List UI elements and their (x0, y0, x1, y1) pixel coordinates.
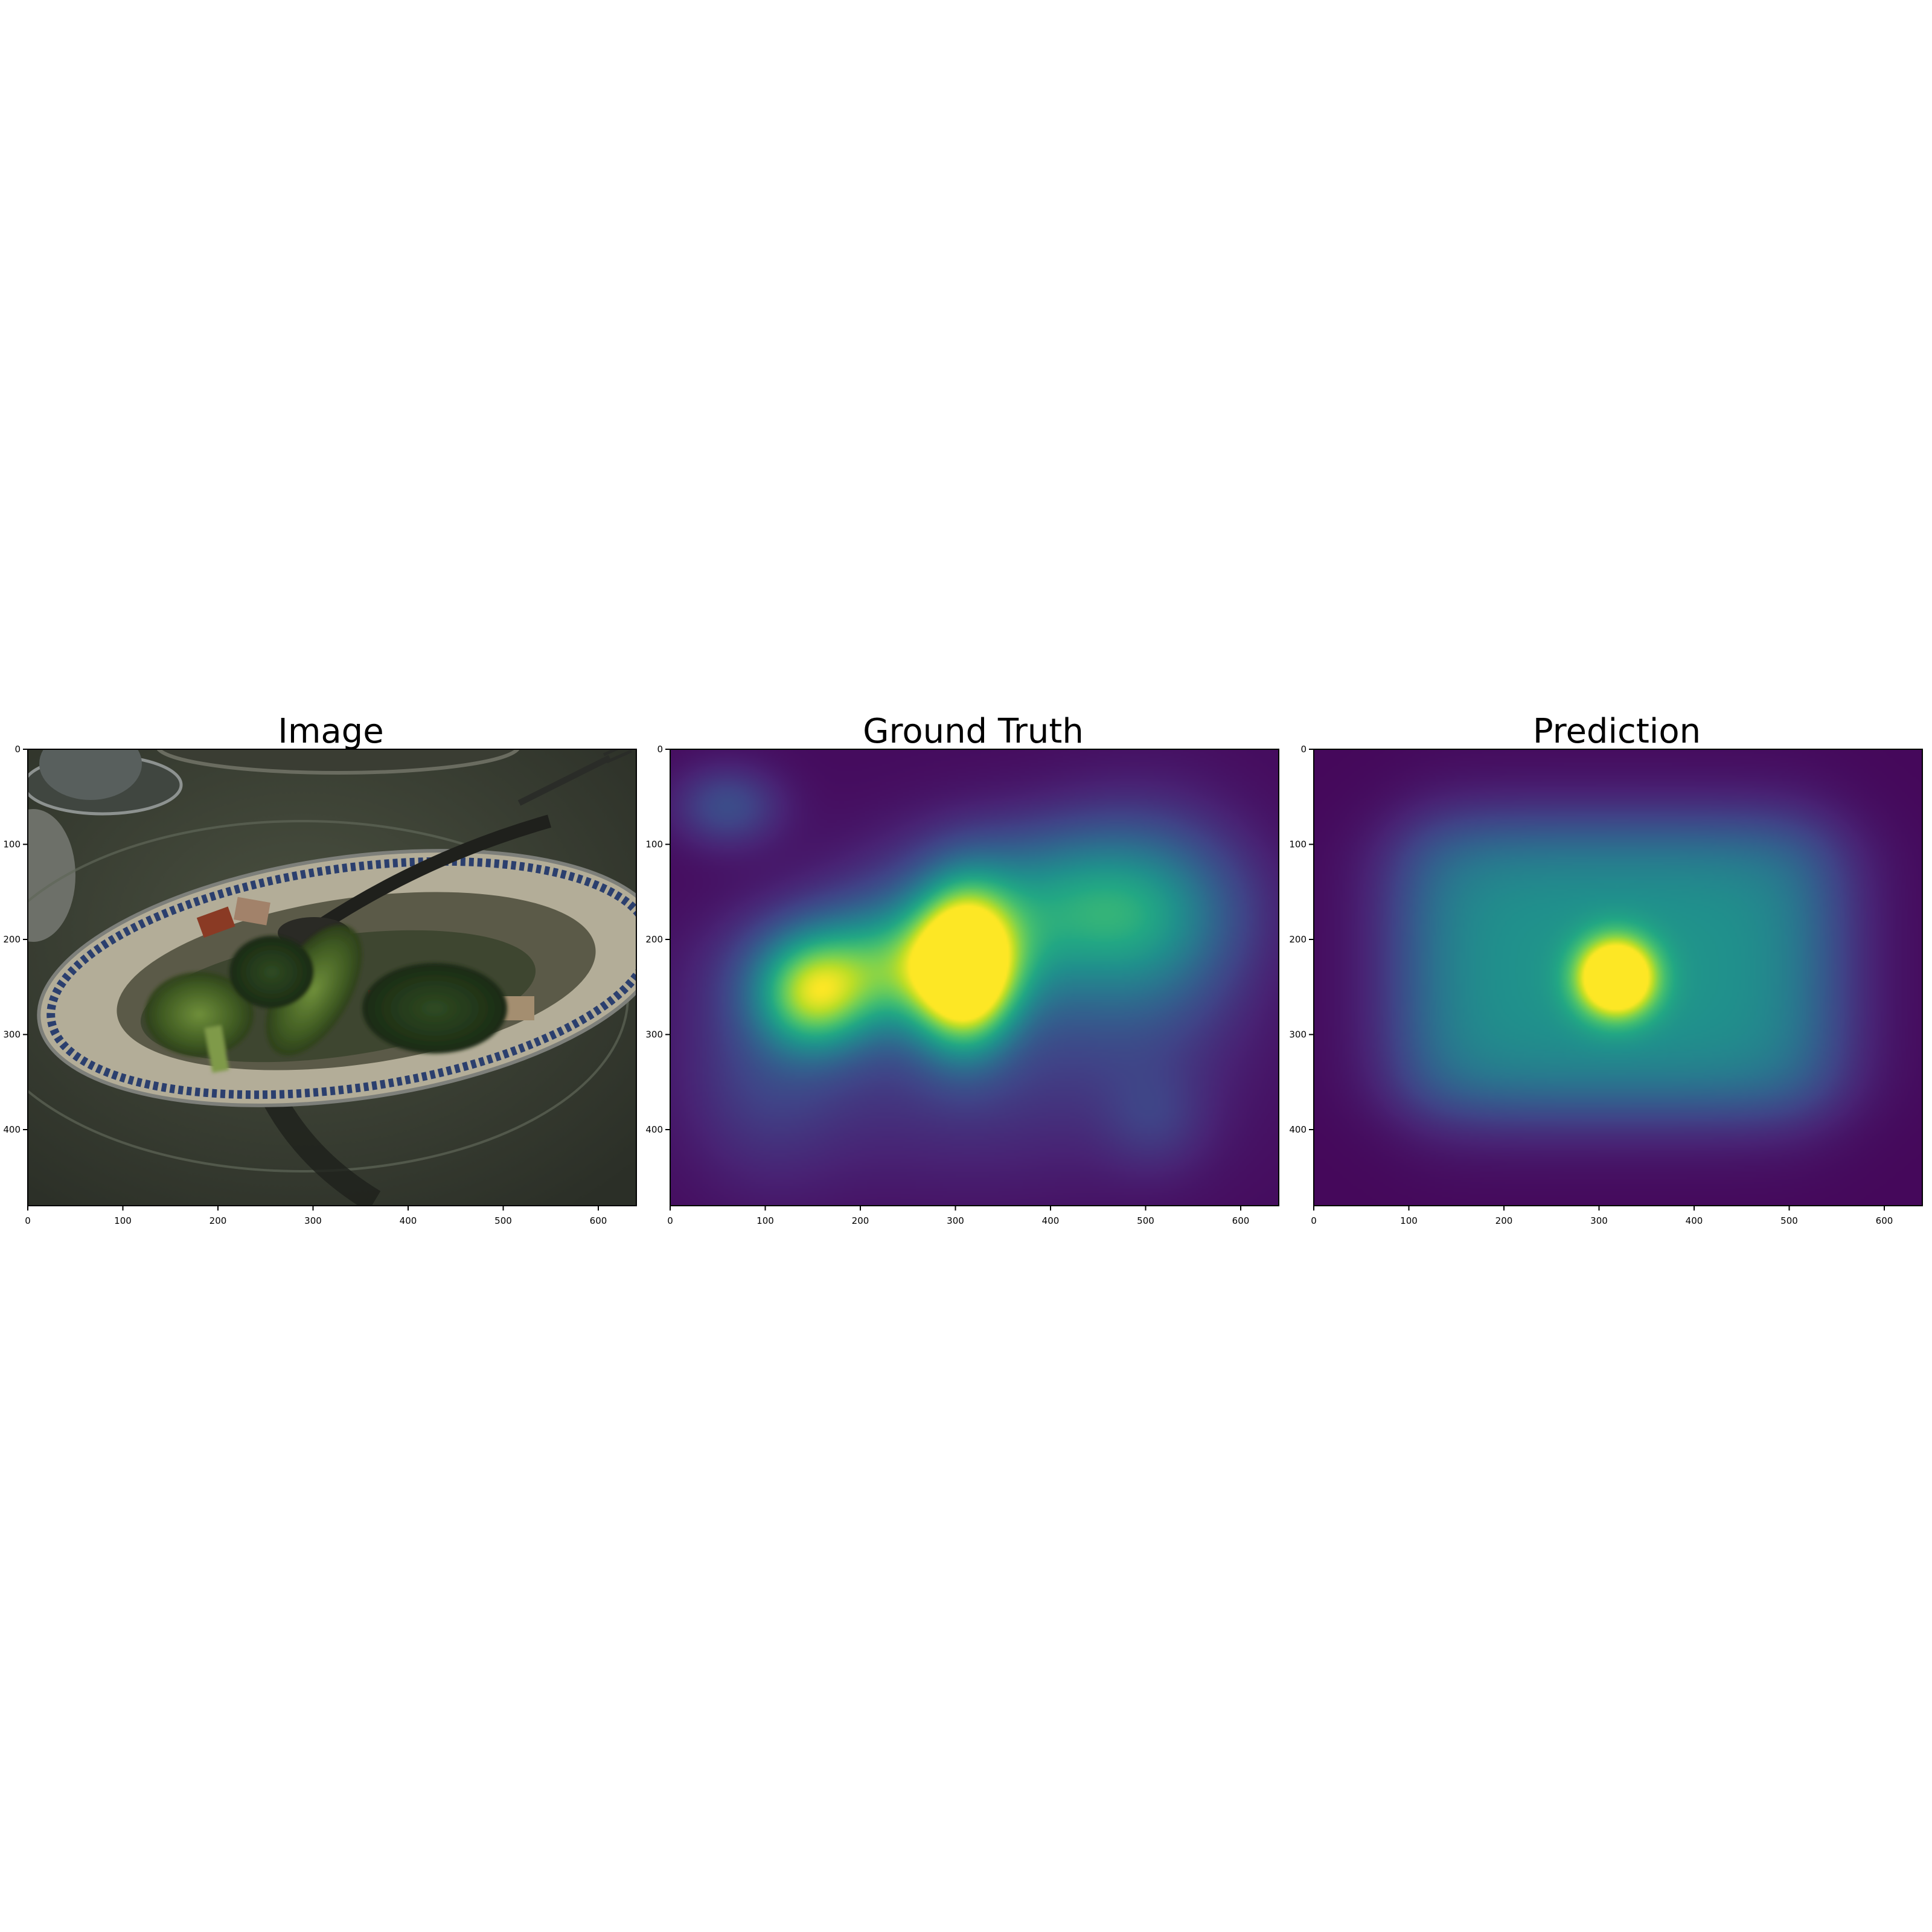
y-tick-label: 400 (645, 1124, 663, 1135)
x-tick-label: 0 (1311, 1215, 1317, 1226)
x-tick-label: 0 (667, 1215, 673, 1226)
x-tick-label: 600 (1876, 1215, 1893, 1226)
x-tick-label: 400 (1042, 1215, 1060, 1226)
x-tick-label: 100 (756, 1215, 774, 1226)
x-tick-label: 200 (210, 1215, 227, 1226)
y-tick-label: 300 (645, 1029, 663, 1040)
panel-title: Image (278, 712, 383, 751)
x-tick-label: 600 (590, 1215, 607, 1226)
photo (28, 749, 636, 1206)
x-tick-label: 300 (304, 1215, 322, 1226)
heatmap-canvas (670, 749, 1279, 1206)
x-tick-label: 600 (1232, 1215, 1250, 1226)
x-tick-label: 100 (114, 1215, 132, 1226)
y-tick-label: 200 (645, 934, 663, 945)
x-tick-label: 200 (852, 1215, 869, 1226)
x-tick-label: 0 (25, 1215, 31, 1226)
heatmap-canvas (1314, 749, 1922, 1206)
axis-ticks: 0 100 200 300 400 500 600 0 100 200 300 400 (1289, 744, 1893, 1226)
plot-frame (1313, 749, 1923, 1206)
y-tick-label: 0 (657, 744, 663, 755)
panel-image: Image (3, 712, 637, 1226)
x-tick-label: 300 (1590, 1215, 1608, 1226)
panel-prediction: Prediction 0 100 200 300 400 500 600 0 100 200 300… (1289, 712, 1923, 1226)
y-tick-label: 400 (1289, 1124, 1307, 1135)
y-tick-label: 0 (14, 744, 21, 755)
x-tick-label: 400 (1686, 1215, 1703, 1226)
x-tick-label: 300 (947, 1215, 964, 1226)
y-tick-label: 100 (1289, 839, 1307, 850)
x-tick-label: 100 (1400, 1215, 1418, 1226)
x-tick-label: 500 (494, 1215, 512, 1226)
y-tick-label: 100 (3, 839, 21, 850)
axis-ticks: 0 100 200 300 400 500 600 0 100 200 300 400 (3, 744, 607, 1226)
plot-frame (27, 749, 637, 1206)
y-tick-label: 300 (3, 1029, 21, 1040)
plot-frame (670, 749, 1279, 1206)
x-tick-label: 200 (1495, 1215, 1513, 1226)
y-tick-label: 400 (3, 1124, 21, 1135)
x-tick-label: 500 (1137, 1215, 1154, 1226)
x-tick-label: 400 (400, 1215, 417, 1226)
y-tick-label: 300 (1289, 1029, 1307, 1040)
y-tick-label: 0 (1300, 744, 1307, 755)
y-tick-label: 200 (3, 934, 21, 945)
y-tick-label: 200 (1289, 934, 1307, 945)
panel-title: Ground Truth (863, 712, 1084, 751)
axis-ticks: 0 100 200 300 400 500 600 0 100 200 300 400 (645, 744, 1249, 1226)
y-tick-label: 100 (645, 839, 663, 850)
panel-ground-truth: Ground Truth 0 100 200 300 400 500 600 0 100 200 3… (645, 712, 1279, 1226)
panel-title: Prediction (1533, 712, 1701, 751)
x-tick-label: 500 (1780, 1215, 1798, 1226)
